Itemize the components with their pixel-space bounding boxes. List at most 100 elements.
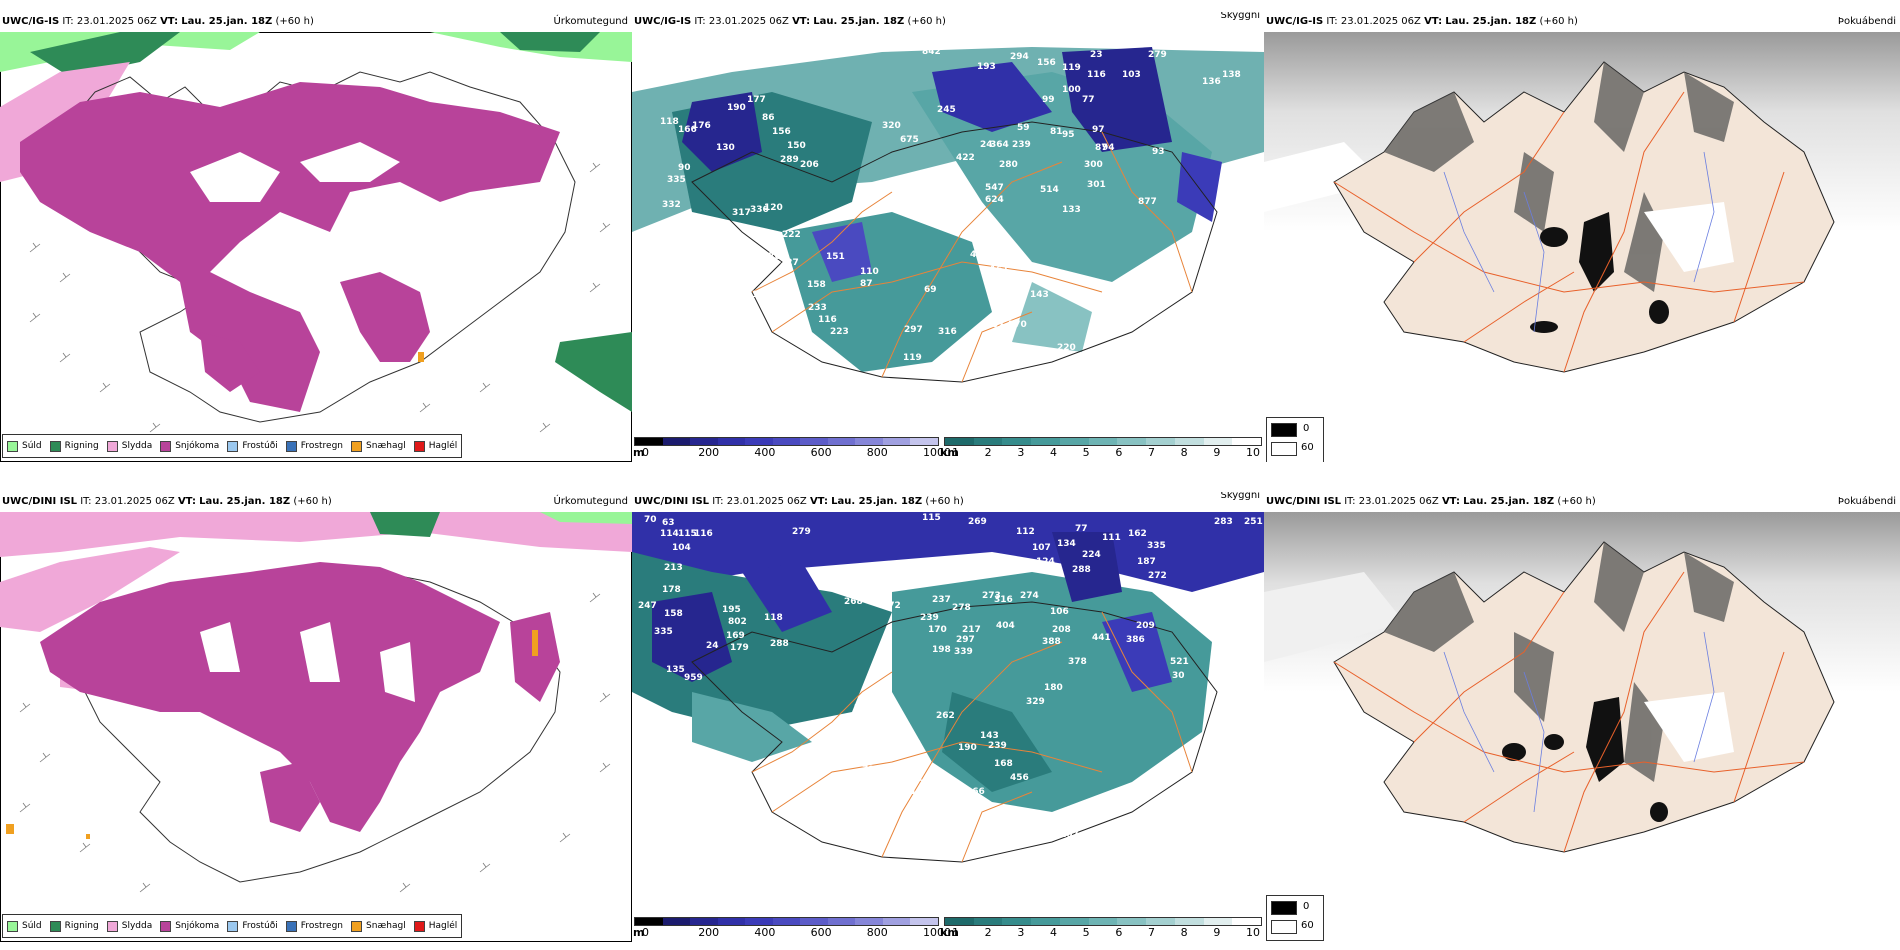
svg-text:456: 456 [1010,773,1029,783]
svg-text:95: 95 [1062,130,1075,140]
colorbar-tick-label: 5 [1082,446,1090,459]
legend-item: Haglél [413,920,457,932]
svg-text:169: 169 [726,631,745,641]
colorbar-tick-label: 6 [1115,926,1123,939]
svg-text:177: 177 [747,95,766,105]
svg-text:30: 30 [1172,671,1185,681]
svg-text:112: 112 [1016,527,1035,537]
visibility-km-colorbar: 1 2 3 4 5 6 7 8 9 10 km [940,437,1262,460]
legend-item: Rigning [49,920,99,932]
colorbar-segment [717,918,746,925]
svg-text:70: 70 [644,515,657,525]
panel-title: Úrkomutegund [553,16,628,27]
svg-text:190: 190 [727,103,746,113]
colorbar-segment [827,438,856,445]
svg-text:114: 114 [660,529,679,539]
model-name: UWC/DINI ISL [1266,496,1342,507]
valid-time: Lau. 25.jan. 18Z [181,16,273,27]
svg-text:99: 99 [1042,95,1055,105]
panel-header: UWC/IG-IS IT: 23.01.2025 06Z VT: Lau. 25… [1264,12,1900,32]
fog-map[interactable] [1264,32,1900,432]
precip-type-legend: Súld Rigning Slydda Snjókoma Frostúði Fr… [2,914,463,938]
legend-item: Frostregn [285,440,343,452]
colorbar-segment [800,918,828,925]
colorbar-tick-label: 4 [1050,926,1057,939]
svg-text:158: 158 [807,280,826,290]
svg-text:198: 198 [932,645,951,655]
visibility-map[interactable]: 842 193 294 156 119 23 279 136 138 116 1… [632,32,1264,432]
svg-text:239: 239 [920,613,939,623]
svg-text:168: 168 [994,759,1013,769]
colorbar-tick-label: 800 [866,926,888,939]
colorbar-tick-label: 9 [1213,446,1221,459]
svg-text:280: 280 [999,160,1018,170]
panel-header: UWC/DINI ISL IT: 23.01.2025 06Z VT: Lau.… [1264,492,1900,512]
colorbar-tick-label: 6 [1115,446,1123,459]
svg-text:118: 118 [660,117,679,127]
colorbar-segment [1059,438,1089,445]
panel-title: Þokuábendi [1837,16,1896,27]
lead-time: (+60 h) [1557,496,1596,507]
svg-text:135: 135 [666,665,685,675]
svg-text:294: 294 [1010,52,1029,62]
colorbar-tick-label: 3 [1017,926,1025,939]
colorbar-segment [635,438,663,445]
svg-text:143: 143 [1030,290,1049,300]
svg-text:245: 245 [937,105,956,115]
colorbar-tick-label: 0 [642,926,649,939]
svg-text:116: 116 [1087,70,1106,80]
panel-header: UWC/DINI ISL IT: 23.01.2025 06Z VT: Lau.… [0,492,632,512]
svg-text:272: 272 [1148,571,1167,581]
svg-text:107: 107 [1032,543,1051,553]
colorbar-segment [973,438,1003,445]
colorbar-segment [1059,918,1089,925]
svg-text:269: 269 [968,517,987,527]
colorbar-tick-label: 1000 [923,446,951,459]
svg-text:162: 162 [1128,529,1147,539]
init-time: 23.01.2025 06Z [94,496,175,507]
svg-text:184: 184 [710,240,729,250]
visibility-map[interactable]: 70 63 114 115 116 104 279 115 269 112 77… [632,512,1264,912]
fog-map[interactable] [1264,512,1900,912]
svg-text:364: 364 [990,140,1009,150]
svg-text:386: 386 [1126,635,1145,645]
svg-text:262: 262 [936,711,955,721]
precip-type-map[interactable] [0,32,632,462]
visibility-m-colorbar: 0 200 400 600 800 1000 m [633,917,951,940]
colorbar-segment [945,438,974,445]
model-name: UWC/IG-IS [2,16,60,27]
colorbar-segment [855,918,883,925]
colorbar-segment [882,918,911,925]
svg-text:209: 209 [1136,621,1155,631]
svg-text:328: 328 [932,180,951,190]
svg-text:370: 370 [1008,320,1027,330]
colorbar-segment [690,438,718,445]
model-name: UWC/IG-IS [1266,16,1324,27]
svg-text:441: 441 [1092,633,1111,643]
colorbar-tick-label: 2 [984,446,992,459]
precip-type-map[interactable] [0,512,632,942]
colorbar-tick-label: 9 [1213,926,1221,939]
svg-text:877: 877 [1138,197,1157,207]
svg-text:959: 959 [684,673,703,683]
legend-item: Haglél [413,440,457,452]
svg-text:107: 107 [1060,830,1079,840]
colorbar-tick-label: 5 [1082,926,1090,939]
panel-header: UWC/DINI ISL IT: 23.01.2025 06Z VT: Lau.… [632,492,1264,512]
svg-text:119: 119 [1062,63,1081,73]
svg-text:136: 136 [1202,77,1221,87]
precip-type-panel-bottom: UWC/DINI ISL IT: 23.01.2025 06Z VT: Lau.… [0,492,632,942]
colorbar-segment [910,918,939,925]
panel-title: Skyggni [1220,12,1260,21]
svg-text:143: 143 [980,731,999,741]
svg-text:100: 100 [902,739,921,749]
colorbar-tick-label: 3 [1017,446,1025,459]
legend-item: Súld [7,920,42,932]
colorbar-segment [1174,918,1204,925]
svg-text:24: 24 [706,641,719,651]
colorbar-segment [1146,918,1175,925]
colorbar-segment [973,918,1003,925]
colorbar-tick-label: 2 [984,926,992,939]
svg-text:87: 87 [860,279,873,289]
svg-text:278: 278 [952,603,971,613]
